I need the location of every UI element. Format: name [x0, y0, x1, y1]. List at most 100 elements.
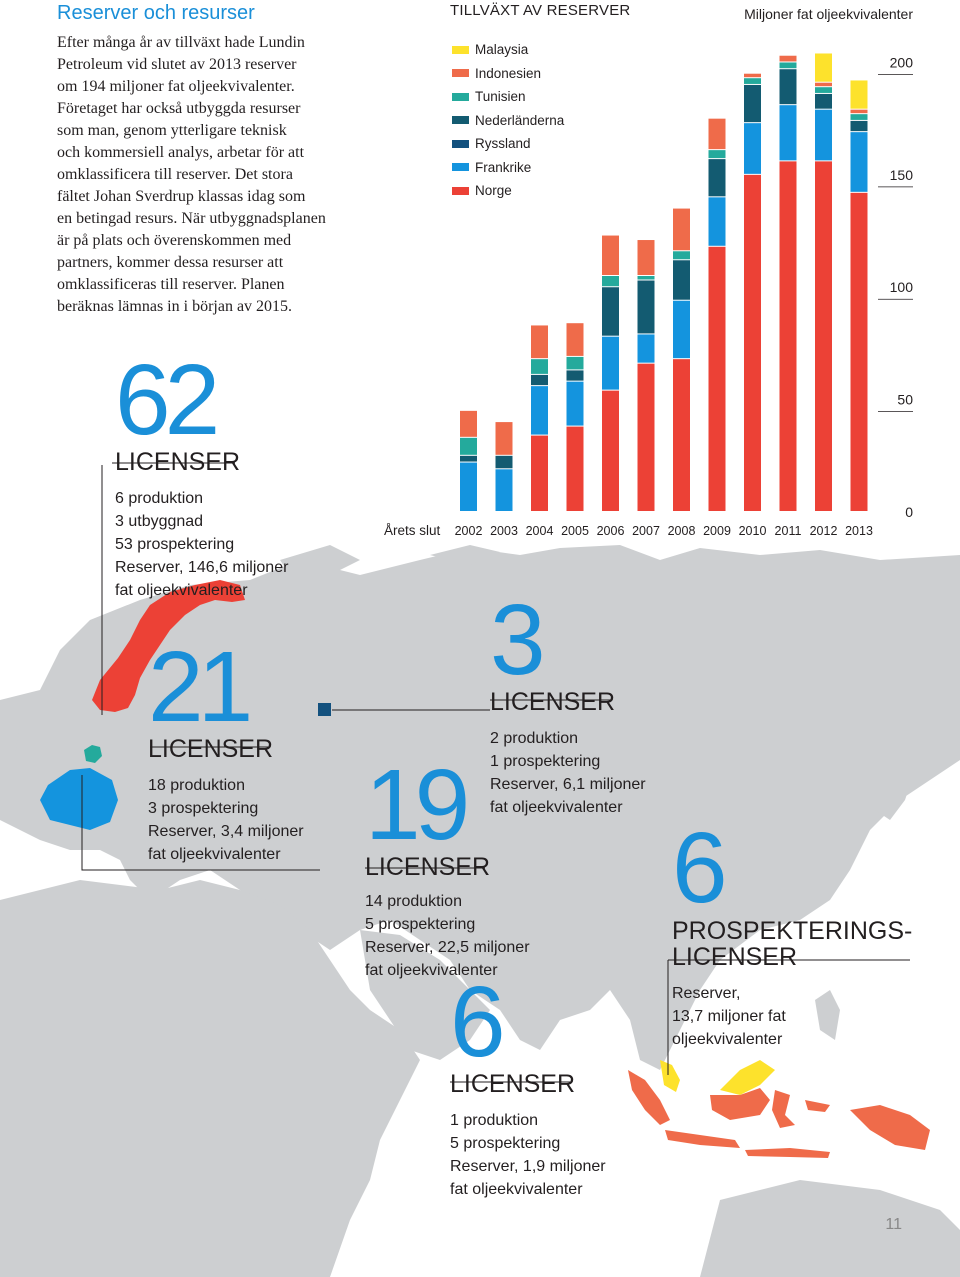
malaysia-callout: 6 PROSPEKTERINGS- LICENSER Reserver, 13,… — [672, 818, 912, 1051]
bar-segment-frankrike-2011 — [779, 105, 797, 161]
bar-segment-nederländerna-2009 — [708, 159, 726, 197]
bar-segment-nederländerna-2007 — [637, 280, 655, 334]
bar-segment-indonesien-2006 — [602, 235, 619, 275]
bar-segment-frankrike-2005 — [566, 381, 584, 426]
x-tick-label: 2006 — [597, 524, 625, 538]
bar-segment-indonesien-2002 — [460, 410, 477, 437]
bar-segment-frankrike-2004 — [531, 386, 548, 435]
france-leader-line — [81, 775, 320, 871]
x-tick-label: 2008 — [668, 524, 696, 538]
france-license-count: 21 — [148, 631, 253, 743]
russia-callout: 3 LICENSER 2 produktion 1 prospektering … — [490, 590, 646, 819]
legend-item: Ryssland — [452, 132, 564, 156]
netherlands-region — [84, 745, 102, 763]
russia-marker — [318, 703, 331, 716]
indonesia-callout: 6 LICENSER 1 produktion 5 prospektering … — [450, 972, 606, 1201]
section-title: Reserver och resurser — [57, 2, 255, 24]
bar-segment-indonesien-2004 — [531, 325, 548, 359]
legend-label: Norge — [475, 183, 512, 199]
bar-segment-indonesien-2010 — [744, 73, 761, 78]
page-number: 11 — [885, 1216, 902, 1233]
body-text: Efter många år av tillväxt hade Lundin P… — [57, 34, 326, 315]
bar-segment-tunisien-2005 — [566, 356, 584, 370]
bar-segment-nederländerna-2013 — [850, 120, 868, 132]
x-tick-label: 2010 — [739, 524, 767, 538]
legend-swatch — [452, 139, 469, 148]
reserves-bar-chart: 0 50 100 150 200 Årets slut 2002 2003 2004 2005 20… — [384, 53, 914, 538]
bar-segment-norge-2013 — [850, 192, 868, 512]
y-tick-label: 200 — [890, 54, 914, 70]
legend-item: Nederländerna — [452, 109, 564, 133]
russia-license-count: 3 — [490, 584, 546, 696]
x-axis-label: Årets slut — [384, 523, 441, 538]
bar-segment-indonesien-2011 — [779, 55, 797, 62]
legend-label: Indonesien — [475, 65, 542, 81]
norway-region — [92, 580, 245, 712]
bar-segment-tunisien-2004 — [531, 359, 548, 374]
uk-landmass — [15, 705, 60, 770]
bar-segment-norge-2009 — [708, 246, 726, 511]
bar-segment-indonesien-2007 — [637, 240, 655, 275]
legend-swatch — [452, 69, 469, 78]
leader-lines — [81, 462, 910, 1083]
tunisia-license-label: LICENSER — [365, 853, 491, 881]
bar-segment-frankrike-2007 — [637, 334, 655, 363]
bar-segment-norge-2012 — [815, 161, 832, 511]
russia-details: 2 produktion 1 prospektering Reserver, 6… — [490, 730, 646, 816]
bar-segment-malaysia-2013 — [850, 80, 868, 109]
legend-label: Malaysia — [475, 42, 529, 58]
france-region — [40, 768, 118, 830]
legend-item: Malaysia — [452, 38, 564, 62]
bar-segment-tunisien-2013 — [850, 114, 868, 120]
eurasia-landmass — [0, 545, 960, 1070]
x-tick-label: 2007 — [632, 524, 660, 538]
bar-segment-indonesien-2005 — [566, 323, 584, 356]
malaysia-license-count: 6 — [672, 812, 728, 924]
bar-segment-indonesien-2008 — [673, 208, 690, 251]
y-tick-label: 50 — [897, 392, 913, 408]
bar-segment-frankrike-2013 — [850, 132, 868, 192]
bar-segment-indonesien-2003 — [495, 422, 513, 455]
bar-segment-nederländerna-2010 — [744, 84, 761, 123]
north-island-landmass — [430, 545, 500, 565]
indonesia-region — [628, 1070, 930, 1158]
philippines-landmass — [815, 990, 840, 1040]
x-tick-label: 2002 — [455, 524, 483, 538]
tunisia-callout: 19 LICENSER 14 produktion 5 prospekterin… — [365, 755, 530, 982]
legend-label: Ryssland — [475, 136, 531, 152]
legend-item: Norge — [452, 179, 564, 203]
chart-legend: Malaysia Indonesien Tunisien Nederländerna R… — [452, 38, 564, 203]
north-island-landmass — [280, 545, 360, 575]
africa-landmass — [0, 880, 420, 1277]
x-tick-label: 2004 — [526, 524, 554, 538]
bar-segment-frankrike-2012 — [815, 109, 832, 161]
australia-landmass — [700, 1180, 960, 1277]
x-tick-label: 2013 — [845, 524, 873, 538]
indonesia-details: 1 produktion 5 prospektering Reserver, 1… — [450, 1112, 606, 1198]
bar-segment-frankrike-2003 — [495, 469, 513, 511]
legend-swatch — [452, 116, 469, 125]
y-tick-label: 0 — [905, 504, 913, 520]
japan-landmass — [875, 760, 915, 820]
legend-label: Tunisien — [475, 89, 526, 105]
tunisia-details: 14 produktion 5 prospektering Reserver, … — [365, 893, 530, 979]
bar-segment-indonesien-2009 — [708, 118, 726, 150]
bar-segment-norge-2005 — [566, 426, 584, 511]
bar-segment-tunisien-2009 — [708, 150, 726, 159]
bar-segment-norge-2008 — [673, 359, 690, 511]
bar-segment-norge-2010 — [744, 174, 761, 511]
norway-license-count: 62 — [115, 344, 220, 456]
x-tick-label: 2012 — [810, 524, 838, 538]
bar-segment-nederländerna-2011 — [779, 69, 797, 105]
bar-segment-frankrike-2006 — [602, 336, 619, 390]
bar-segment-nederländerna-2002 — [460, 455, 477, 462]
legend-swatch — [452, 92, 469, 101]
bar-segment-nederländerna-2008 — [673, 260, 690, 300]
bar-segment-nederländerna-2012 — [815, 93, 832, 109]
bar-segment-norge-2004 — [531, 435, 548, 511]
indonesia-license-label: LICENSER — [450, 1070, 576, 1098]
bar-segment-tunisien-2007 — [637, 276, 655, 280]
malaysia-license-label: PROSPEKTERINGS- LICENSER — [672, 917, 913, 971]
norway-details: 6 produktion 3 utbyggnad 53 prospekterin… — [115, 490, 289, 599]
